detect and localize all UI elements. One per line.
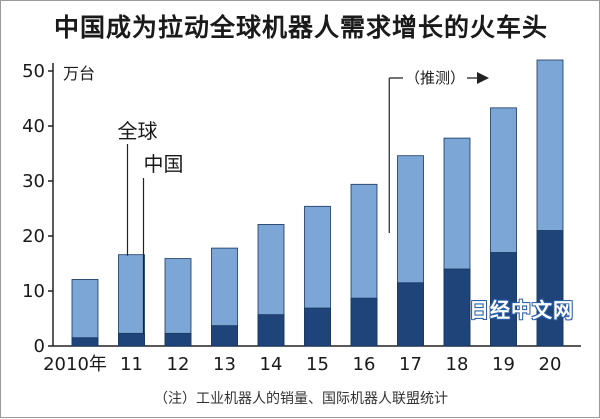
bar-china — [211, 325, 238, 347]
forecast-arrowhead — [477, 72, 489, 84]
y-tick-label: 20 — [22, 226, 45, 247]
x-tick-label: 17 — [399, 354, 422, 375]
watermark-logo: 日经中文网 — [469, 298, 574, 322]
forecast-label-bg — [403, 67, 467, 87]
x-tick-label: 14 — [260, 354, 283, 375]
bar-china — [490, 252, 517, 347]
x-tick-label: 2010年 — [43, 354, 107, 375]
bar-china — [304, 307, 331, 347]
forecast-label: （推测） — [405, 69, 465, 87]
bar-china — [164, 332, 192, 347]
y-tick-label: 0 — [34, 336, 45, 357]
x-tick-label: 13 — [213, 354, 236, 375]
bar-global — [71, 279, 99, 347]
x-tick-label: 12 — [167, 354, 190, 375]
x-tick-label: 20 — [539, 354, 562, 375]
bar-global — [118, 254, 145, 347]
y-axis-unit: 万台 — [63, 64, 96, 83]
x-tick-label: 18 — [446, 354, 469, 375]
y-tick-label: 10 — [22, 281, 45, 302]
bar-china — [118, 332, 145, 347]
series-label-global: 全球 — [118, 119, 158, 143]
bar-china — [536, 230, 564, 347]
x-tick-label: 11 — [120, 354, 143, 375]
y-tick-label: 30 — [22, 171, 45, 192]
bar-china — [257, 314, 285, 347]
y-tick-label: 40 — [22, 116, 45, 137]
bar-global — [164, 258, 192, 347]
series-label-china: 中国 — [144, 152, 184, 176]
chart-title: 中国成为拉动全球机器人需求增长的火车头 — [53, 13, 548, 42]
bar-china — [443, 268, 471, 347]
y-tick-label: 50 — [22, 61, 45, 82]
bar-china — [397, 282, 424, 347]
bar-china — [71, 337, 99, 347]
x-tick-label: 19 — [492, 354, 515, 375]
source-note: （注）工业机器人的销量、国际机器人联盟统计 — [154, 391, 448, 407]
x-tick-label: 15 — [306, 354, 329, 375]
x-tick-label: 16 — [353, 354, 376, 375]
bar-china — [350, 297, 378, 347]
